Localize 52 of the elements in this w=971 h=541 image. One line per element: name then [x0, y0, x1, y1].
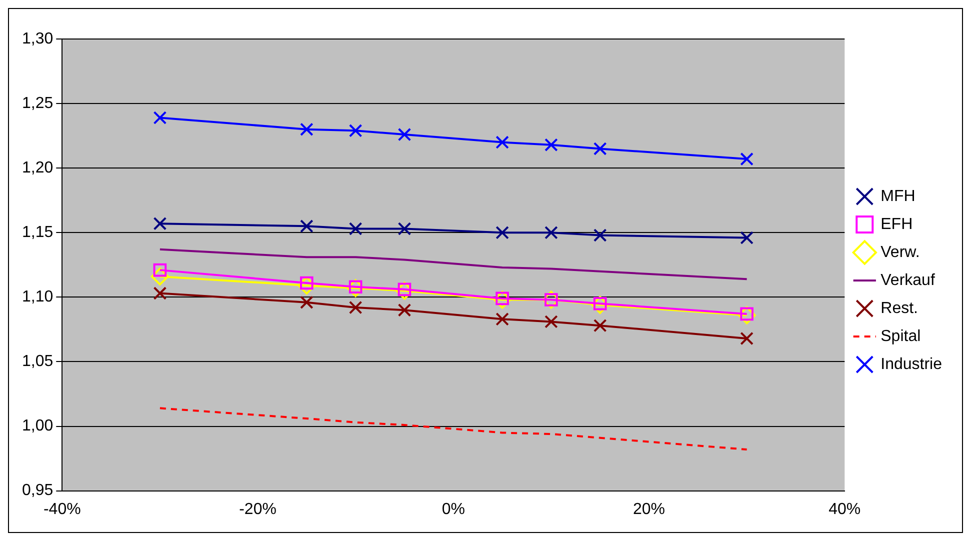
- point: [593, 318, 607, 332]
- point: [150, 268, 169, 286]
- point: [496, 312, 509, 326]
- point: [153, 286, 167, 300]
- legend-label: Spital: [880, 328, 921, 345]
- point: [740, 231, 754, 244]
- point: [398, 222, 412, 236]
- y-tick-label: 1,20: [22, 159, 54, 176]
- point: [395, 282, 414, 300]
- point: [348, 222, 362, 236]
- x-tick-label: 0%: [442, 500, 465, 518]
- legend-label: Industrie: [880, 356, 942, 373]
- point: [348, 124, 362, 138]
- legend-label: MFH: [880, 188, 916, 205]
- line-series: [158, 407, 748, 450]
- x-tick-label: -40%: [43, 500, 81, 518]
- point: [496, 226, 509, 240]
- x-tick-label: 40%: [828, 500, 861, 518]
- point: [398, 128, 412, 142]
- point: [544, 138, 558, 152]
- point: [544, 226, 558, 240]
- point: [591, 296, 610, 314]
- y-tick-label: 1,15: [22, 224, 54, 242]
- point: [348, 300, 362, 314]
- y-tick-label: 1,05: [22, 353, 54, 370]
- legend-label: Verw.: [880, 244, 920, 261]
- y-tick-label: 0,95: [22, 482, 54, 500]
- point: [593, 228, 607, 242]
- point: [153, 216, 167, 230]
- point: [300, 220, 314, 233]
- y-tick-label: 1,00: [22, 418, 54, 435]
- point: [740, 332, 754, 346]
- x-tick-label: -20%: [239, 500, 276, 518]
- y-tick-label: 1,25: [22, 94, 54, 112]
- x-tick-label: 20%: [632, 500, 666, 518]
- point: [398, 303, 412, 317]
- legend-label: Rest.: [880, 300, 918, 317]
- point: [300, 122, 314, 136]
- point: [300, 296, 314, 309]
- point: [740, 152, 754, 166]
- y-tick-label: 1,10: [22, 288, 54, 306]
- legend-label: Verkauf: [880, 272, 936, 289]
- point: [153, 111, 167, 124]
- point: [544, 315, 558, 328]
- point: [738, 306, 756, 324]
- point: [346, 279, 365, 298]
- point: [298, 276, 316, 295]
- point: [593, 142, 607, 156]
- y-tick-label: 1,30: [22, 30, 54, 48]
- point: [496, 136, 509, 149]
- point: [493, 290, 512, 309]
- legend-label: EFH: [880, 216, 913, 233]
